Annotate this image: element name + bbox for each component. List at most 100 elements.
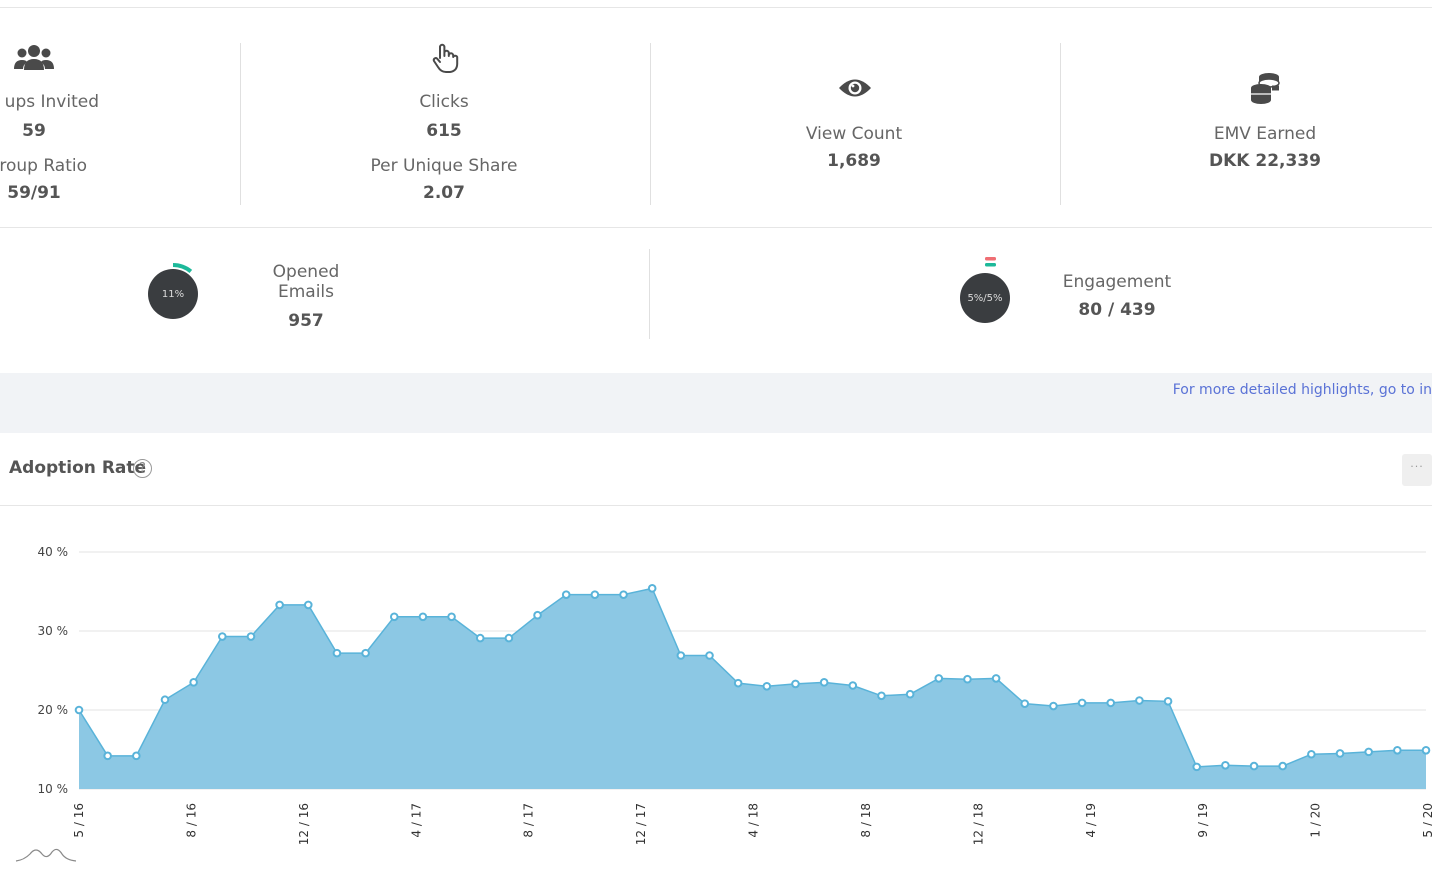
data-point[interactable] (647, 584, 657, 593)
data-point[interactable] (1192, 762, 1202, 772)
data-point[interactable] (848, 681, 858, 690)
help-icon[interactable]: ? (133, 459, 152, 478)
data-point[interactable] (619, 590, 628, 599)
x-tick-label: 8 / 16 (184, 803, 198, 838)
emv-value: DKK 22,339 (1209, 151, 1321, 171)
data-point[interactable] (877, 691, 886, 701)
data-point[interactable] (676, 651, 686, 660)
data-point[interactable] (991, 674, 1001, 683)
opened-emails-label-2: Emails (277, 282, 335, 302)
data-point[interactable] (819, 678, 829, 687)
engagement-dial-text: 5%/5% (967, 292, 1003, 304)
stat-divider (649, 249, 650, 339)
data-point[interactable] (74, 705, 84, 715)
data-point[interactable] (1163, 697, 1173, 706)
coins-icon (1249, 72, 1281, 108)
stat-divider (1060, 43, 1061, 205)
y-tick-label: 30 % (38, 624, 69, 638)
data-point[interactable] (1307, 749, 1316, 759)
engagement-value: 80 / 439 (1078, 300, 1156, 320)
clicks-value: 615 (426, 121, 462, 141)
data-point[interactable] (1049, 701, 1058, 711)
data-point[interactable] (504, 633, 514, 643)
data-point[interactable] (934, 674, 944, 683)
groups-invited-stat: ups Invited (0, 92, 99, 112)
data-point[interactable] (963, 674, 972, 684)
data-point[interactable] (762, 682, 772, 691)
adoption-rate-chart: 10 % 20 % 30 % 40 % 5 / 16 8 / 16 12 / 16 4 / 1… (15, 545, 1432, 862)
data-point[interactable] (1421, 745, 1431, 755)
data-point[interactable] (533, 610, 542, 620)
x-tick-label: 9 / 19 (1196, 803, 1210, 838)
data-point[interactable] (160, 695, 170, 705)
data-point[interactable] (189, 678, 198, 687)
data-point[interactable] (1364, 747, 1373, 757)
data-point[interactable] (733, 678, 743, 688)
data-point[interactable] (132, 751, 141, 761)
x-tick-label: 1 / 20 (1309, 803, 1323, 838)
opened-emails-value: 957 (288, 311, 324, 331)
x-tick-label: 8 / 17 (522, 803, 536, 838)
emv-label: EMV Earned (1213, 124, 1317, 144)
data-point[interactable] (705, 651, 714, 660)
data-point[interactable] (389, 612, 399, 622)
y-tick-label: 20 % (38, 703, 69, 717)
data-point[interactable] (791, 679, 800, 689)
groups-invited-label: ups Invited (4, 92, 99, 112)
group-ratio-label: roup Ratio (0, 156, 87, 176)
opened-emails-label-1: Opened (272, 262, 340, 282)
per-unique-share-value: 2.07 (423, 183, 465, 203)
engagement-dial: 5%/5% (960, 273, 1010, 323)
series-line (78, 587, 1426, 768)
view-count-value: 1,689 (827, 151, 881, 171)
data-point[interactable] (218, 632, 227, 641)
data-point[interactable] (1221, 760, 1230, 770)
stat-divider (650, 43, 651, 205)
data-point[interactable] (1393, 745, 1402, 755)
eye-icon (838, 77, 872, 103)
data-point[interactable] (246, 632, 256, 641)
data-point[interactable] (1135, 696, 1144, 705)
data-point[interactable] (590, 590, 600, 599)
data-point[interactable] (418, 612, 428, 622)
chart-menu-button[interactable]: ··· (1402, 454, 1432, 486)
x-tick-label: 8 / 18 (859, 803, 873, 838)
engagement-label: Engagement (1062, 272, 1172, 292)
x-tick-label: 12 / 18 (971, 803, 985, 845)
data-point[interactable] (303, 600, 313, 610)
card-header-divider (0, 505, 1432, 506)
highlights-banner: For more detailed highlights, go to in (0, 373, 1432, 433)
data-point[interactable] (1249, 761, 1259, 771)
data-point[interactable] (332, 648, 342, 658)
x-tick-label: 4 / 18 (747, 803, 761, 838)
data-point[interactable] (275, 600, 284, 610)
data-point[interactable] (1335, 749, 1345, 758)
data-point[interactable] (475, 633, 485, 643)
stat-divider (240, 43, 241, 205)
per-unique-share-label: Per Unique Share (370, 156, 518, 176)
x-tick-label: 5 / 16 (72, 803, 86, 838)
x-tick-label: 12 / 17 (634, 803, 648, 845)
data-point[interactable] (1278, 761, 1287, 771)
data-point[interactable] (1020, 699, 1030, 708)
data-point[interactable] (103, 751, 112, 761)
hand-pointer-icon (431, 42, 459, 78)
clicks-label: Clicks (419, 92, 469, 112)
data-point[interactable] (561, 590, 571, 599)
y-tick-label: 10 % (38, 782, 69, 796)
users-icon (14, 42, 54, 76)
top-divider (0, 7, 1432, 8)
data-point[interactable] (905, 689, 915, 699)
opened-emails-dial: 11% (148, 269, 198, 319)
data-point[interactable] (447, 612, 456, 622)
highlights-link[interactable]: For more detailed highlights, go to in (1172, 382, 1432, 398)
x-tick-label: 4 / 19 (1084, 803, 1098, 838)
view-count-label: View Count (805, 124, 903, 144)
data-point[interactable] (1106, 698, 1116, 708)
data-point[interactable] (1077, 698, 1087, 708)
x-tick-label: 5 / 20 (1421, 803, 1432, 838)
navigator-sparkline[interactable] (15, 848, 77, 862)
opened-dial-text: 11% (161, 288, 185, 300)
data-point[interactable] (361, 648, 370, 658)
x-tick-label: 12 / 16 (297, 803, 311, 845)
